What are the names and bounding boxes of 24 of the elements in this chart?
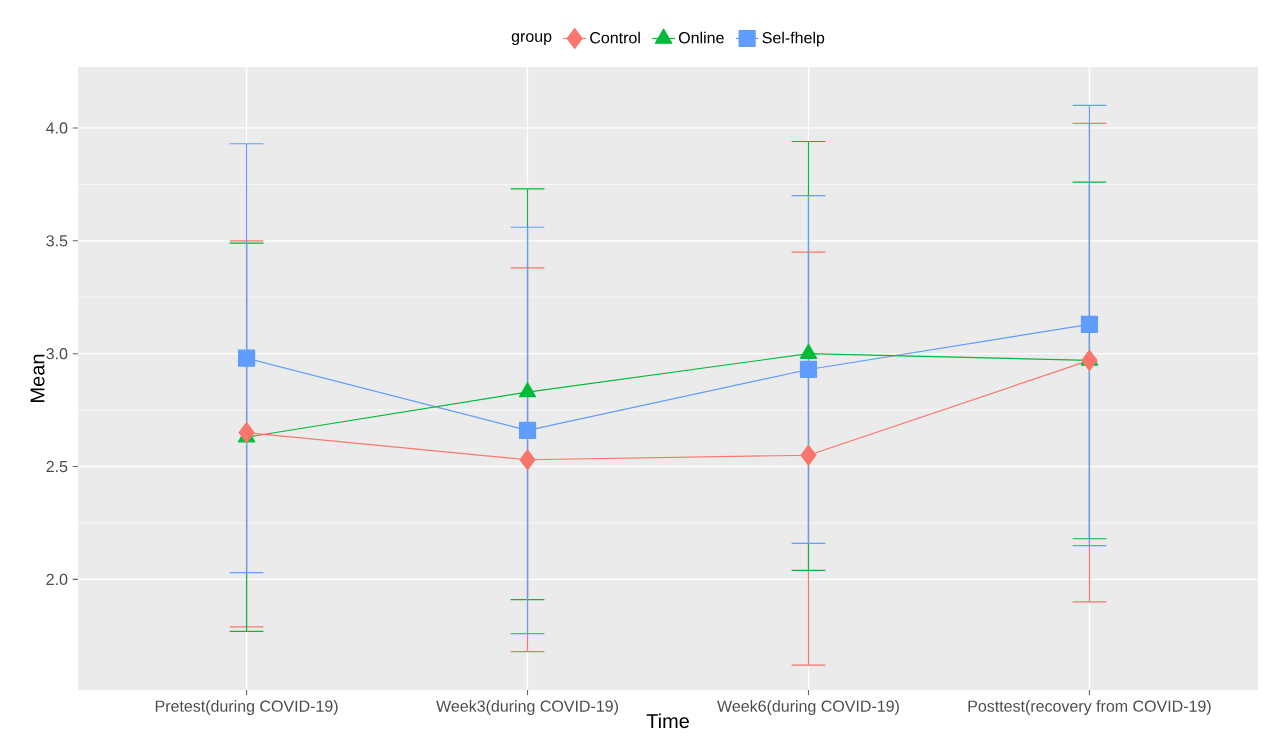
y-tick-label: 2.5 — [46, 460, 68, 473]
point — [1081, 349, 1098, 372]
y-tick-label: 2.0 — [46, 573, 68, 586]
point — [518, 382, 537, 398]
x-tick-label: Week6(during COVID-19) — [717, 700, 899, 715]
x-tick-label: Pretest(during COVID-19) — [155, 700, 338, 715]
point — [518, 421, 537, 440]
point — [237, 349, 256, 367]
y-tick-label: 4.0 — [46, 122, 68, 134]
legend-label: Control — [590, 31, 640, 44]
point — [800, 444, 817, 466]
y-tick-label: 3.5 — [46, 235, 68, 247]
legend-label: Online — [678, 31, 724, 44]
legend-title: group — [511, 33, 552, 46]
x-axis-title: Time — [646, 713, 689, 729]
point — [799, 360, 818, 379]
y-axis-title: Mean — [30, 354, 45, 402]
point — [238, 422, 255, 444]
x-tick-label: Week3(during COVID-19) — [436, 700, 618, 715]
point — [1080, 315, 1099, 333]
legend-label: Sel-fhelp — [762, 31, 825, 47]
y-tick-label: 3.0 — [46, 348, 68, 360]
point — [519, 449, 536, 471]
x-tick-label: Posttest(recovery from COVID-19) — [968, 700, 1211, 715]
